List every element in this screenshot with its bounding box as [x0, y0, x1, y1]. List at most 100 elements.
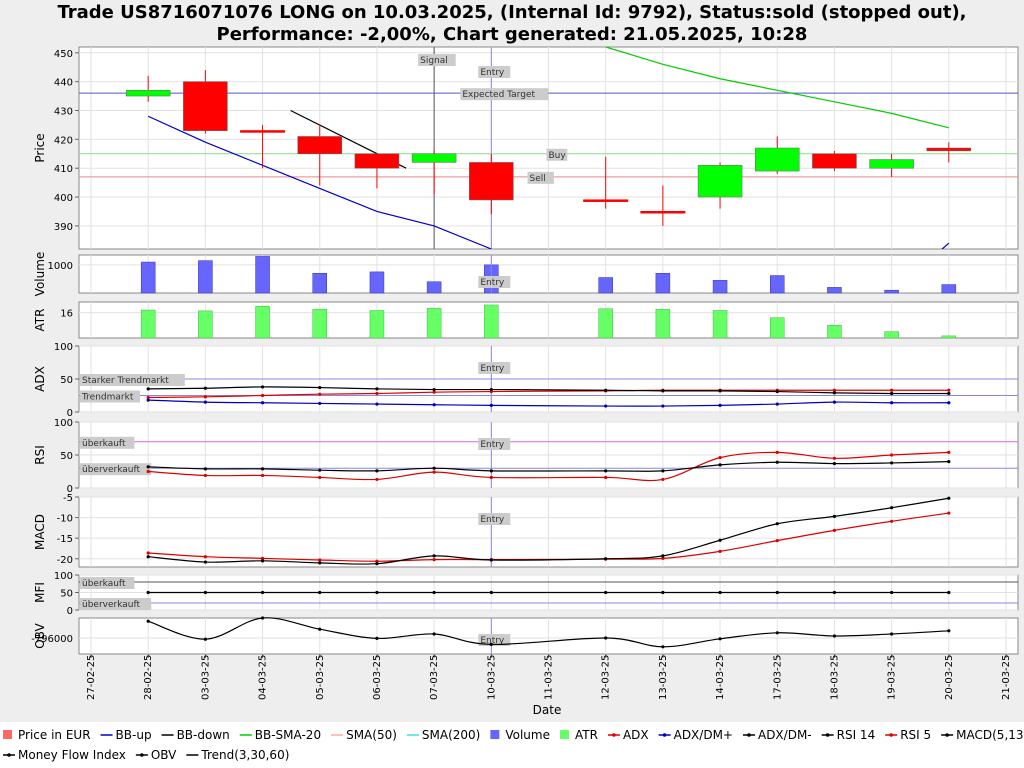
x-tick-label: 18-03-25: [829, 655, 840, 700]
adx-trend-label: Trendmarkt: [81, 393, 134, 403]
macd-main-point: [604, 557, 608, 561]
macd-main-point: [432, 554, 436, 558]
legend-swatch: [559, 730, 569, 739]
macd-signal-point: [432, 557, 436, 562]
rsi5-point: [260, 473, 265, 478]
adx-1-point: [947, 401, 951, 405]
legend-swatch: [490, 730, 500, 739]
obv-point: [718, 637, 722, 641]
adx-1-point: [432, 403, 436, 407]
rsi5-point: [718, 456, 722, 460]
sell-label: Sell: [530, 174, 546, 184]
atr-tick-label: 16: [60, 309, 73, 320]
rsi14-point: [375, 469, 379, 473]
signal-label: Signal: [420, 56, 448, 66]
rsi14-point: [890, 461, 894, 465]
legend-label: BB-down: [177, 728, 230, 742]
legend: Price in EUR BB-up BB-down BB-SMA-20 SMA(50)…: [0, 722, 1024, 768]
rsi14-point: [432, 466, 436, 470]
adx-1-point: [832, 400, 837, 404]
price-tick-label: 400: [54, 193, 73, 204]
candle-body: [869, 159, 914, 169]
legend-swatch-dot: [825, 733, 830, 737]
volume-bar: [770, 275, 785, 294]
indicator-panels: Price 390 400 410 420 430 440 450 Signal Entry Exp…: [31, 46, 1019, 655]
x-axis-label: Date: [533, 703, 562, 717]
legend-swatch-dot: [889, 733, 894, 737]
obv-point: [318, 627, 322, 631]
mfi-oversold-label-bg: [80, 598, 152, 610]
atr-bar: [941, 335, 957, 339]
x-tick-label: 12-03-25: [601, 655, 612, 700]
expected-target-label-bg: [460, 88, 549, 101]
adx-1-point: [775, 402, 779, 406]
adx-2-point: [604, 388, 608, 392]
adx-2-point: [718, 389, 722, 393]
legend-label: SMA(50): [346, 728, 397, 742]
rsi14-point: [775, 460, 779, 464]
adx-y-label: ADX: [33, 366, 47, 392]
x-tick-label: 03-03-25: [200, 655, 211, 700]
macd-signal-point: [146, 551, 150, 555]
rsi-overbought-label-bg: [80, 436, 135, 449]
legend-label: Volume: [505, 728, 550, 742]
adx-1-point: [604, 404, 608, 408]
adx-1-point: [375, 402, 379, 406]
legend-label: BB-SMA-20: [255, 728, 321, 742]
date-axis: 27-02-25 28-02-25 03-03-25 04-03-25 05-03-25…: [86, 654, 1012, 700]
x-tick-label: 28-02-25: [143, 655, 154, 700]
rsi-oversold-label: überverkauft: [82, 465, 141, 475]
rsi14-point: [489, 469, 493, 473]
rsi5-point: [318, 475, 322, 480]
mfi-tick-label: 50: [60, 589, 73, 600]
macd-signal-point: [832, 528, 837, 532]
volume-bar: [827, 287, 842, 294]
obv-point: [661, 645, 665, 649]
atr-bar: [255, 305, 270, 339]
obv-panel: OBV-796000 Entry: [31, 616, 1019, 655]
legend-label: ADX/DM-: [758, 728, 812, 742]
mfi-point: [146, 590, 150, 595]
rsi5-point: [775, 450, 779, 454]
macd-main-point: [318, 561, 322, 565]
adx-2-point: [832, 391, 837, 395]
adx-trend-label-bg: [80, 390, 140, 403]
adx-0-line: [148, 389, 949, 399]
adx-1-point: [890, 401, 894, 405]
adx-0-point: [375, 391, 379, 396]
adx-2-point: [947, 391, 951, 396]
adx-strong-label-bg: [80, 374, 185, 386]
adx-0-point: [432, 390, 436, 394]
bb-sma-line: [605, 47, 949, 129]
candle-body: [926, 147, 972, 152]
macd-tick-label: -15: [57, 534, 73, 545]
adx-2-point: [890, 391, 894, 396]
candle-body: [354, 153, 400, 169]
candle-body: [640, 210, 686, 214]
x-tick-label: 10-03-25: [486, 655, 497, 700]
adx-2-line: [148, 386, 949, 395]
macd-y-label: MACD: [33, 514, 47, 550]
rsi14-point: [260, 467, 265, 471]
buy-label-bg: [546, 148, 568, 161]
mfi-point: [775, 590, 779, 595]
atr-bar: [426, 308, 442, 339]
macd-tick-label: -10: [57, 514, 73, 525]
adx-tick-label: 100: [54, 342, 73, 353]
adx-tick-label: 0: [67, 408, 73, 419]
x-tick-label: 04-03-25: [258, 655, 269, 700]
adx-panel: ADX 0 50 100 Starker Trendmarkt Trendmarkt Ent…: [33, 342, 1019, 419]
legend-swatch-dot: [612, 733, 616, 737]
macd-signal-point: [890, 519, 894, 523]
mfi-point: [318, 590, 322, 595]
obv-entry-label: Entry: [480, 636, 505, 646]
legend-swatch-dot: [945, 733, 949, 737]
macd-signal-point: [318, 558, 322, 562]
price-tick-label: 450: [54, 49, 73, 60]
legend-label: OBV: [151, 748, 177, 762]
signal-label-bg: [418, 54, 456, 66]
candle-body: [469, 162, 514, 201]
macd-signal-point: [661, 556, 665, 560]
obv-point: [604, 636, 608, 640]
adx-2-point: [318, 385, 322, 390]
